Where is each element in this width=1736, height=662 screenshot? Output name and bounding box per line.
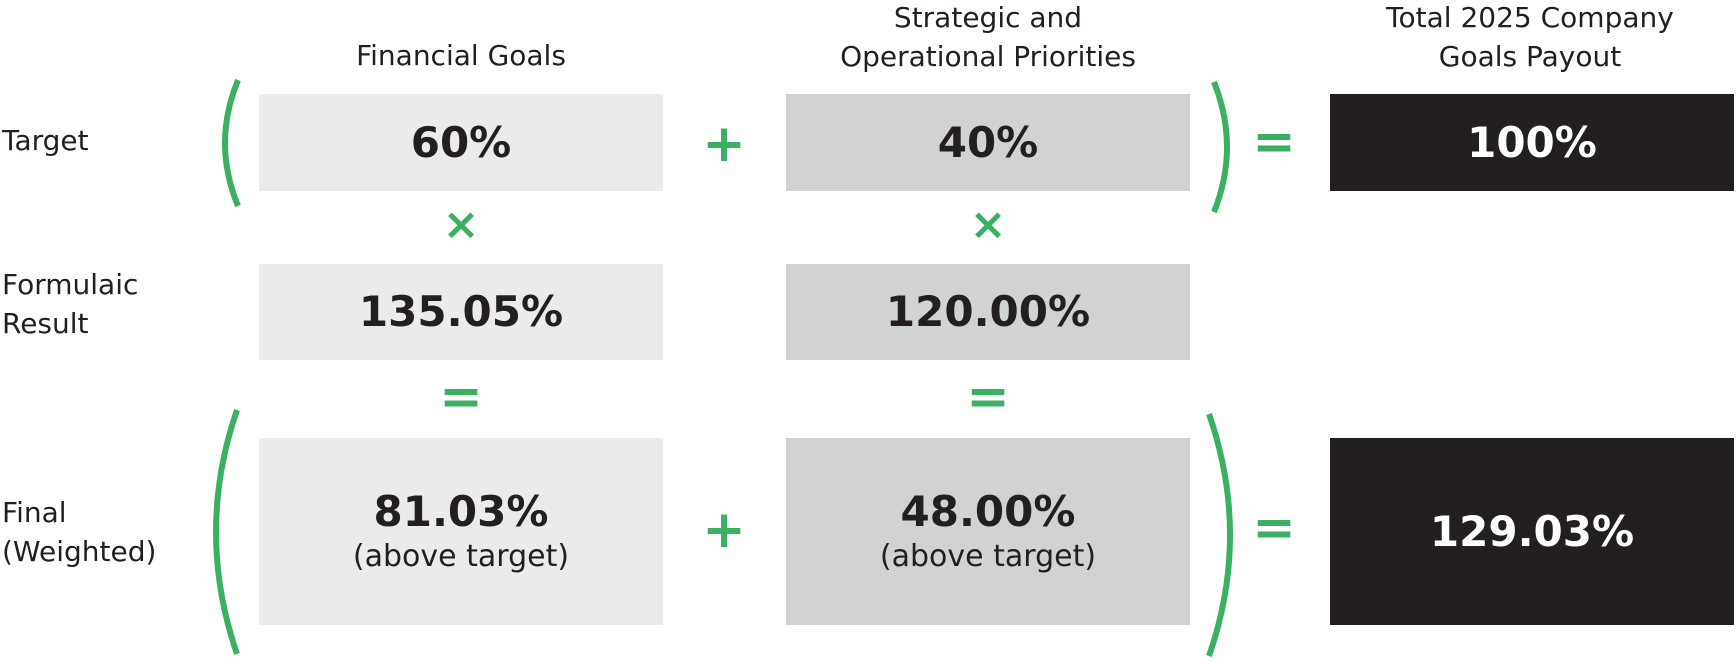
target-financial-value: 60% — [410, 117, 512, 167]
final-strategic-box: 48.00% (above target) — [786, 438, 1190, 625]
equals-operator-strategic: = — [966, 367, 1010, 427]
row-label-target: Target — [2, 124, 89, 157]
final-financial-note: (above target) — [352, 538, 570, 574]
final-total-box: 129.03% — [1330, 438, 1734, 625]
final-strategic-note: (above target) — [879, 538, 1097, 574]
header-financial-goals: Financial Goals — [356, 39, 566, 72]
row-label-final-weighted: Final (Weighted) — [2, 496, 157, 568]
plus-operator-final: + — [702, 500, 746, 560]
header-total-payout: Total 2025 Company Goals Payout — [1386, 1, 1674, 73]
times-operator-financial: × — [442, 199, 480, 250]
target-financial-box: 60% — [259, 94, 663, 191]
target-strategic-value: 40% — [937, 117, 1039, 167]
formulaic-financial-value: 135.05% — [358, 287, 564, 336]
formulaic-financial-box: 135.05% — [259, 264, 663, 360]
equals-operator-financial: = — [439, 367, 483, 427]
final-total-value: 129.03% — [1429, 506, 1635, 556]
left-paren-target — [222, 78, 241, 208]
row-label-formulaic-result: Formulaic Result — [2, 268, 139, 340]
final-financial-box: 81.03% (above target) — [259, 438, 663, 625]
formulaic-strategic-box: 120.00% — [786, 264, 1190, 360]
target-total-value: 100% — [1467, 117, 1597, 167]
final-strategic-value: 48.00% — [900, 486, 1076, 536]
left-paren-final — [213, 409, 240, 655]
right-paren-target — [1211, 80, 1230, 214]
target-strategic-box: 40% — [786, 94, 1190, 191]
equals-operator-final: = — [1252, 498, 1296, 558]
plus-operator-target: + — [702, 114, 746, 174]
header-strategic-operational: Strategic and Operational Priorities — [840, 1, 1136, 73]
times-operator-strategic: × — [969, 199, 1007, 250]
equals-operator-target: = — [1252, 112, 1296, 172]
formulaic-strategic-value: 120.00% — [885, 287, 1091, 336]
right-paren-final — [1206, 413, 1233, 657]
target-total-box: 100% — [1330, 94, 1734, 191]
final-financial-value: 81.03% — [373, 486, 549, 536]
